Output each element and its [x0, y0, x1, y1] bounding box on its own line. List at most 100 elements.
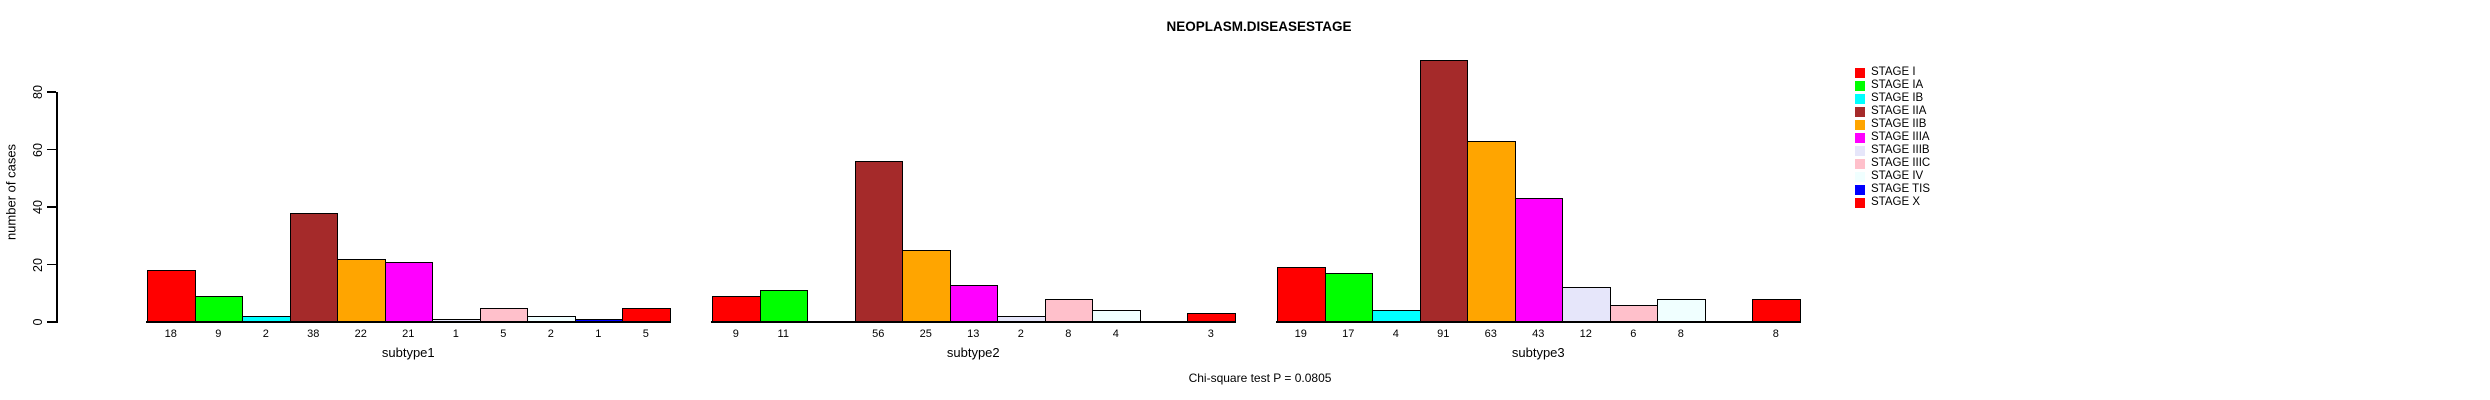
legend-label: STAGE IIIB [1871, 144, 1930, 156]
legend-label: STAGE TIS [1871, 183, 1931, 195]
legend-label: STAGE IIIA [1871, 131, 1930, 143]
group-baseline [711, 321, 1236, 323]
legend-swatch-icon [1855, 171, 1865, 182]
bar-stage-tis-subtype1 [574, 319, 623, 322]
legend-item: STAGE IV [1855, 170, 1930, 183]
group-label-subtype1: subtype1 [381, 345, 435, 360]
bar-stage-iib-subtype1 [337, 259, 386, 322]
y-axis-title: number of cases [3, 143, 19, 241]
bar-stage-iiic-subtype3 [1609, 305, 1658, 322]
legend-item: STAGE IIIA [1855, 131, 1930, 144]
legend-item: STAGE TIS [1855, 183, 1930, 196]
bar-stage-iib-subtype3 [1467, 141, 1516, 322]
bar-value-label: 13 [967, 328, 980, 340]
bar-stage-i-subtype1 [147, 270, 196, 322]
bar-stage-iiic-subtype2 [1044, 299, 1093, 322]
legend-swatch-icon [1855, 145, 1865, 156]
bar-value-label: 25 [919, 328, 932, 340]
bar-value-label: 9 [732, 328, 739, 340]
bar-value-label: 2 [1017, 328, 1024, 340]
bar-value-label: 1 [595, 328, 602, 340]
bar-stage-iib-subtype2 [902, 250, 951, 322]
legend-item: STAGE IIA [1855, 105, 1930, 118]
bar-value-label: 4 [1392, 328, 1399, 340]
bar-value-label: 91 [1437, 328, 1450, 340]
bar-stage-i-subtype2 [712, 296, 761, 322]
legend-item: STAGE IIIC [1855, 157, 1930, 170]
bar-stage-i-subtype3 [1277, 267, 1326, 322]
legend-swatch-icon [1855, 67, 1865, 78]
y-tick-label: 60 [31, 142, 45, 157]
legend: STAGE I STAGE IA STAGE IB STAGE IIA STAGE II… [1855, 66, 1930, 209]
legend-item: STAGE IB [1855, 92, 1930, 105]
bar-value-label: 1 [452, 328, 459, 340]
bar-stage-iiia-subtype1 [384, 262, 433, 322]
group-label-subtype2: subtype2 [946, 345, 1000, 360]
legend-item: STAGE X [1855, 196, 1930, 209]
legend-item: STAGE IIB [1855, 118, 1930, 131]
y-tick-label: 0 [31, 318, 45, 326]
legend-label: STAGE X [1871, 196, 1920, 208]
bar-stage-ia-subtype1 [194, 296, 243, 322]
legend-item: STAGE IA [1855, 79, 1930, 92]
bar-stage-ia-subtype3 [1324, 273, 1373, 322]
bar-stage-ia-subtype2 [759, 290, 808, 322]
bar-stage-iiib-subtype1 [432, 319, 481, 322]
bar-stage-ib-subtype1 [242, 316, 291, 322]
bar-value-label: 2 [547, 328, 554, 340]
bar-value-label: 17 [1342, 328, 1355, 340]
bar-stage-iiic-subtype1 [479, 308, 528, 322]
bar-value-label: 9 [215, 328, 222, 340]
y-tick-mark [47, 148, 56, 151]
legend-label: STAGE IA [1871, 79, 1924, 91]
bar-stage-iiia-subtype2 [949, 285, 998, 322]
bar-stage-x-subtype3 [1752, 299, 1801, 322]
bar-stage-x-subtype2 [1187, 313, 1236, 322]
legend-label: STAGE IIB [1871, 118, 1927, 130]
legend-item: STAGE I [1855, 66, 1930, 79]
bar-stage-iia-subtype1 [289, 213, 338, 322]
bar-value-label: 18 [164, 328, 177, 340]
bar-value-label: 38 [307, 328, 320, 340]
bar-stage-iiib-subtype3 [1562, 287, 1611, 322]
bar-stage-iia-subtype3 [1419, 60, 1468, 322]
bar-value-label: 63 [1484, 328, 1497, 340]
bar-stage-iv-subtype3 [1657, 299, 1706, 322]
bar-value-label: 5 [500, 328, 507, 340]
bar-value-label: 4 [1112, 328, 1119, 340]
bar-value-label: 22 [354, 328, 367, 340]
bar-value-label: 5 [642, 328, 649, 340]
legend-swatch-icon [1855, 80, 1865, 91]
bar-value-label: 21 [402, 328, 415, 340]
bar-stage-iiib-subtype2 [997, 316, 1046, 322]
legend-label: STAGE IIA [1871, 105, 1927, 117]
bar-value-label: 19 [1294, 328, 1307, 340]
y-tick-label: 80 [31, 85, 45, 99]
bar-stage-ib-subtype3 [1372, 310, 1421, 322]
chi-square-annotation: Chi-square test P = 0.0805 [1188, 371, 1332, 385]
bar-stage-iv-subtype2 [1092, 310, 1141, 322]
bar-value-label: 43 [1532, 328, 1545, 340]
bar-stage-iia-subtype2 [854, 161, 903, 322]
group-baseline [1276, 321, 1801, 323]
bar-value-label: 8 [1772, 328, 1779, 340]
y-tick-label: 20 [31, 257, 45, 272]
y-tick-mark [47, 91, 56, 93]
y-tick-mark [47, 321, 56, 323]
y-tick-mark [47, 206, 56, 208]
legend-label: STAGE IB [1871, 92, 1924, 104]
group-label-subtype3: subtype3 [1511, 345, 1565, 360]
y-axis-line [56, 92, 58, 323]
legend-swatch-icon [1855, 106, 1865, 117]
y-tick-label: 40 [31, 200, 45, 214]
bar-stage-iiia-subtype3 [1514, 198, 1563, 322]
chart-title: NEOPLASM.DISEASESTAGE [1166, 19, 1352, 34]
bar-value-label: 8 [1677, 328, 1684, 340]
legend-label: STAGE I [1871, 66, 1916, 78]
legend-label: STAGE IIIC [1871, 157, 1931, 169]
legend-swatch-icon [1855, 158, 1865, 169]
bar-value-label: 6 [1630, 328, 1637, 340]
legend-swatch-icon [1855, 119, 1865, 130]
legend-swatch-icon [1855, 132, 1865, 143]
